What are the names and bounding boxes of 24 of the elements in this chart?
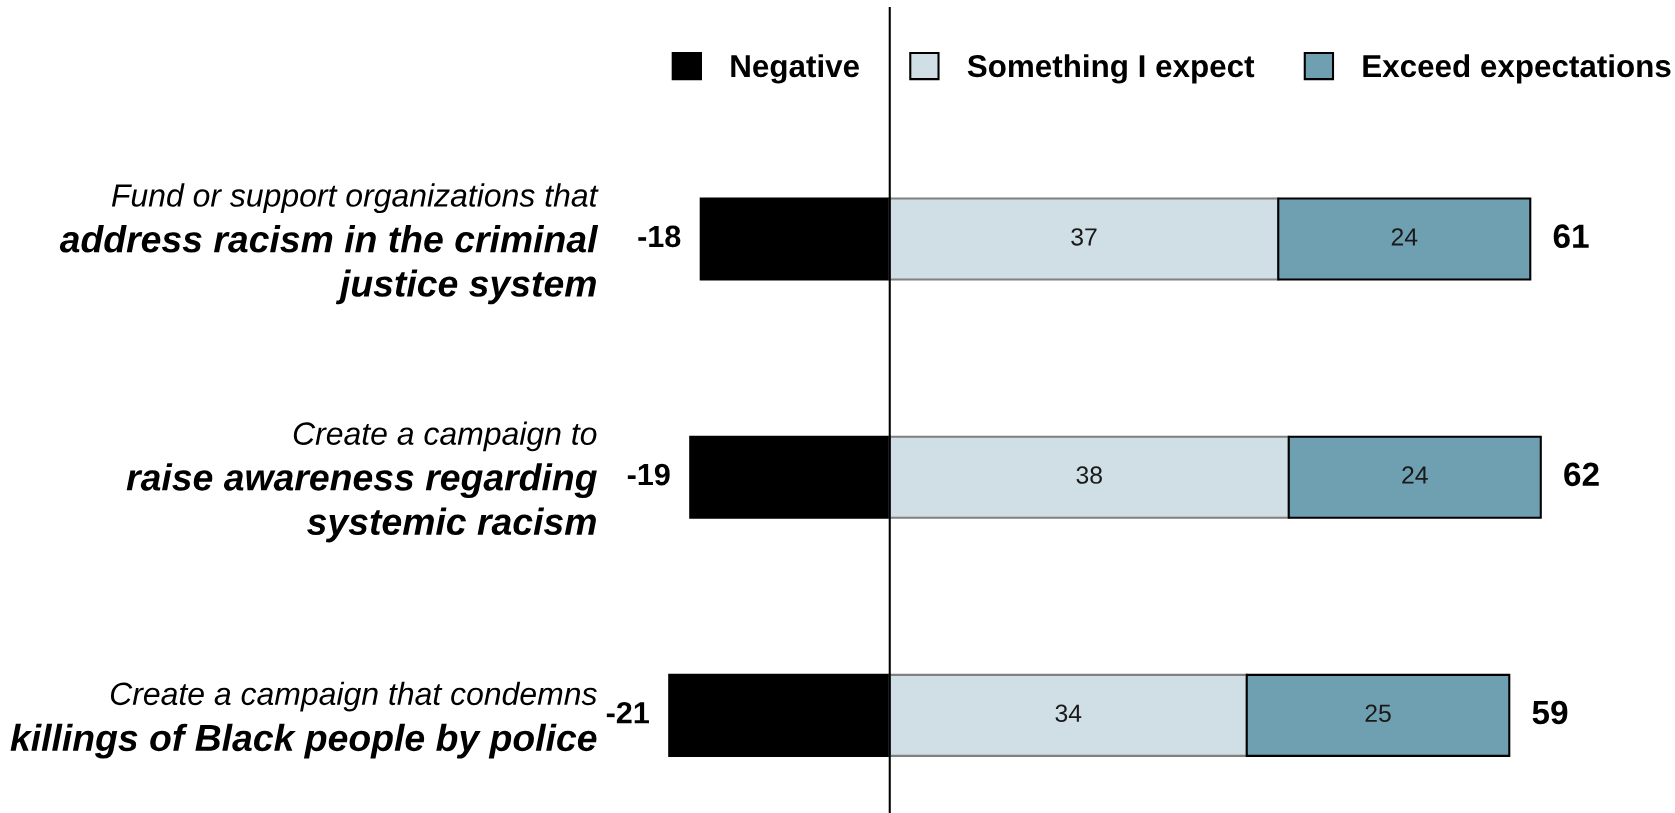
bar xyxy=(888,197,1280,281)
data-label: 38 xyxy=(1076,466,1102,484)
data-label: -19 xyxy=(627,463,670,486)
data-label: 34 xyxy=(1055,704,1082,722)
data-label: 24 xyxy=(1402,466,1428,484)
bar xyxy=(888,673,1248,757)
data-label: -21 xyxy=(606,701,649,724)
y-tick-label: Create a campaign to raise awareness regarding systemic racism xyxy=(126,421,597,543)
legend-label: Negative xyxy=(731,54,859,84)
bar xyxy=(888,435,1290,519)
data-label: 37 xyxy=(1071,228,1097,246)
annotation: 61 xyxy=(1553,224,1589,248)
legend-label: Something I expect xyxy=(967,54,1255,84)
data-label: 24 xyxy=(1391,228,1418,246)
bar xyxy=(1245,673,1511,757)
annotation: 62 xyxy=(1564,462,1599,487)
y-tick-label: Create a campaign that condemns killings of Black people by police xyxy=(10,681,597,759)
data-label: -18 xyxy=(638,225,681,248)
y-tick-label: Fund or support organizations that address racism in the criminal justice system xyxy=(59,183,599,305)
legend-label: Exceed expectations xyxy=(1363,54,1671,84)
data-label: 25 xyxy=(1365,704,1391,722)
bar xyxy=(1277,197,1532,281)
annotation: 59 xyxy=(1532,700,1568,725)
bar xyxy=(1287,435,1542,519)
